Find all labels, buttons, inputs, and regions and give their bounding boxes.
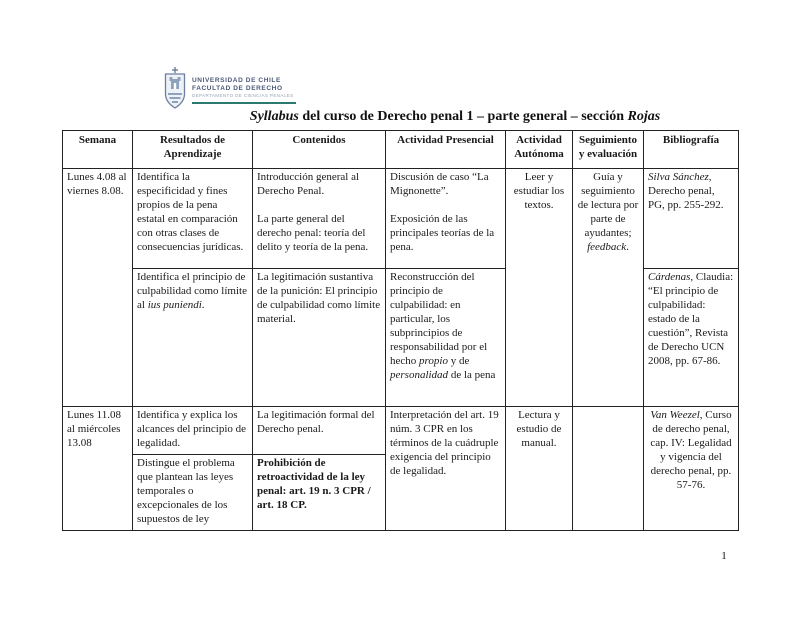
col-header-seguimiento: Seguimiento y evaluación	[572, 130, 644, 169]
cell-contenidos: La legitimación formal del Derecho penal…	[252, 406, 386, 455]
col-header-actividad-autonoma: Actividad Autónoma	[505, 130, 573, 169]
university-crest-icon	[164, 67, 186, 109]
university-name: UNIVERSIDAD DE CHILE	[192, 77, 281, 84]
cell-contenidos: Introducción general al Derecho Penal. L…	[252, 168, 386, 269]
cell-actividad-presencial: Interpretación del art. 19 núm. 3 CPR en…	[385, 406, 506, 531]
faculty-name: FACULTAD DE DERECHO	[192, 85, 283, 93]
cell-actividad-autonoma: Lectura y estudio de manual.	[505, 406, 573, 531]
col-header-resultados: Resultados de Aprendizaje	[132, 130, 253, 169]
cell-seguimiento	[572, 406, 644, 531]
cell-actividad-autonoma: Leer y estudiar los textos.	[505, 168, 573, 407]
cell-bibliografia: Cárdenas, Claudia: “El principio de culp…	[643, 268, 739, 407]
cell-contenidos: Prohibición de retroactividad de la ley …	[252, 453, 386, 531]
col-header-contenidos: Contenidos	[252, 130, 386, 169]
table-row: Distingue el problema que plantean las l…	[63, 453, 739, 531]
cell-semana-week1: Lunes 4.08 al viernes 8.08.	[62, 168, 133, 407]
letterhead: UNIVERSIDAD DE CHILE FACULTAD DE DERECHO…	[163, 66, 296, 110]
cell-bibliografia: Silva Sánchez, Derecho penal, PG, pp. 25…	[643, 168, 739, 269]
letterhead-accent-rule	[192, 101, 296, 105]
col-header-actividad-presencial: Actividad Presencial	[385, 130, 506, 169]
cell-semana-week2: Lunes 11.08 al miércoles 13.08	[62, 406, 133, 531]
cell-bibliografia: Van Weezel, Curso de derecho penal, cap.…	[643, 406, 739, 531]
col-header-semana: Semana	[62, 130, 133, 169]
letterhead-text: UNIVERSIDAD DE CHILE FACULTAD DE DERECHO…	[192, 66, 296, 105]
page-title: Syllabus del curso de Derecho penal 1 – …	[249, 109, 661, 124]
page-number: 1	[721, 550, 727, 562]
syllabus-table: Semana Resultados de Aprendizaje Conteni…	[62, 130, 739, 531]
table-row: Identifica el principio de culpabilidad …	[63, 268, 739, 407]
table-row: Lunes 11.08 al miércoles 13.08 Identific…	[62, 406, 739, 531]
cell-resultados: Identifica la especificidad y fines prop…	[132, 168, 253, 269]
cell-actividad-presencial: Reconstrucción del principio de culpabil…	[385, 268, 506, 407]
cell-resultados: Distingue el problema que plantean las l…	[132, 453, 253, 531]
cell-actividad-presencial: Discusión de caso “La Mignonette”. Expos…	[385, 168, 506, 269]
cell-resultados: Identifica y explica los alcances del pr…	[132, 406, 253, 455]
table-row: Lunes 4.08 al viernes 8.08. Identifica l…	[62, 168, 739, 407]
cell-resultados: Identifica el principio de culpabilidad …	[132, 268, 253, 407]
col-header-bibliografia: Bibliografía	[643, 130, 739, 169]
cell-contenidos: La legitimación sustantiva de la punició…	[252, 268, 386, 407]
department-name: DEPARTAMENTO DE CIENCIAS PENALES	[192, 93, 294, 99]
cell-seguimiento: Guía y seguimiento de lectura por parte …	[572, 168, 644, 407]
table-header-row: Semana Resultados de Aprendizaje Conteni…	[62, 130, 739, 169]
